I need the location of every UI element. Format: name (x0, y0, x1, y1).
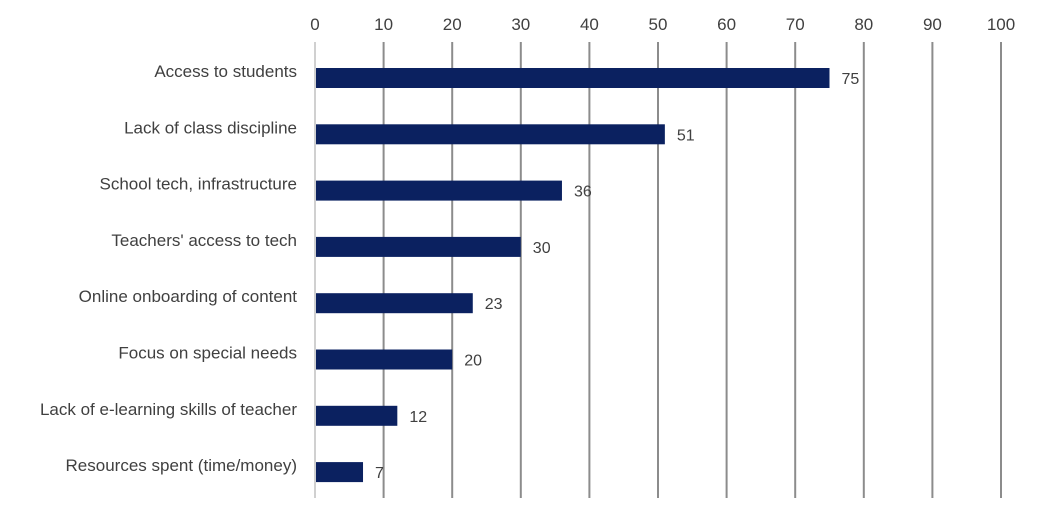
x-tick-label: 100 (987, 15, 1015, 34)
category-label: School tech, infrastructure (100, 175, 297, 194)
x-tick-label: 70 (786, 15, 805, 34)
data-label: 51 (677, 127, 695, 144)
data-label: 20 (464, 353, 482, 370)
x-tick-label: 60 (717, 15, 736, 34)
category-label: Lack of e-learning skills of teacher (40, 400, 297, 419)
x-tick-label: 80 (854, 15, 873, 34)
x-tick-label: 30 (511, 15, 530, 34)
x-tick-label: 90 (923, 15, 942, 34)
data-label: 30 (533, 240, 551, 257)
x-tick-label: 0 (310, 15, 319, 34)
data-label: 12 (409, 409, 427, 426)
x-axis-ticks: 0 10 20 30 40 50 60 70 80 90 100 (310, 15, 1015, 34)
gridlines (314, 42, 1002, 498)
data-label: 7 (375, 465, 384, 482)
category-label: Teachers' access to tech (111, 231, 297, 250)
x-tick-label: 20 (443, 15, 462, 34)
category-label: Access to students (154, 62, 297, 81)
data-label: 36 (574, 184, 592, 201)
bar (316, 405, 398, 426)
category-label: Online onboarding of content (79, 287, 298, 306)
x-tick-label: 10 (374, 15, 393, 34)
bars (316, 68, 830, 483)
data-labels: 75 51 36 30 23 20 12 7 (375, 71, 859, 482)
data-label: 75 (842, 71, 860, 88)
bar (316, 68, 830, 88)
x-tick-label: 50 (649, 15, 668, 34)
bar (316, 236, 521, 257)
category-labels: Access to students Lack of class discipli… (40, 62, 297, 475)
bar (316, 180, 562, 201)
bar (316, 124, 665, 145)
x-tick-label: 40 (580, 15, 599, 34)
data-label: 23 (485, 296, 503, 313)
category-label: Lack of class discipline (124, 118, 297, 137)
category-label: Resources spent (time/money) (66, 456, 297, 475)
bar (316, 349, 453, 370)
category-label: Focus on special needs (118, 344, 297, 363)
bar (316, 462, 364, 483)
bar (316, 293, 473, 314)
